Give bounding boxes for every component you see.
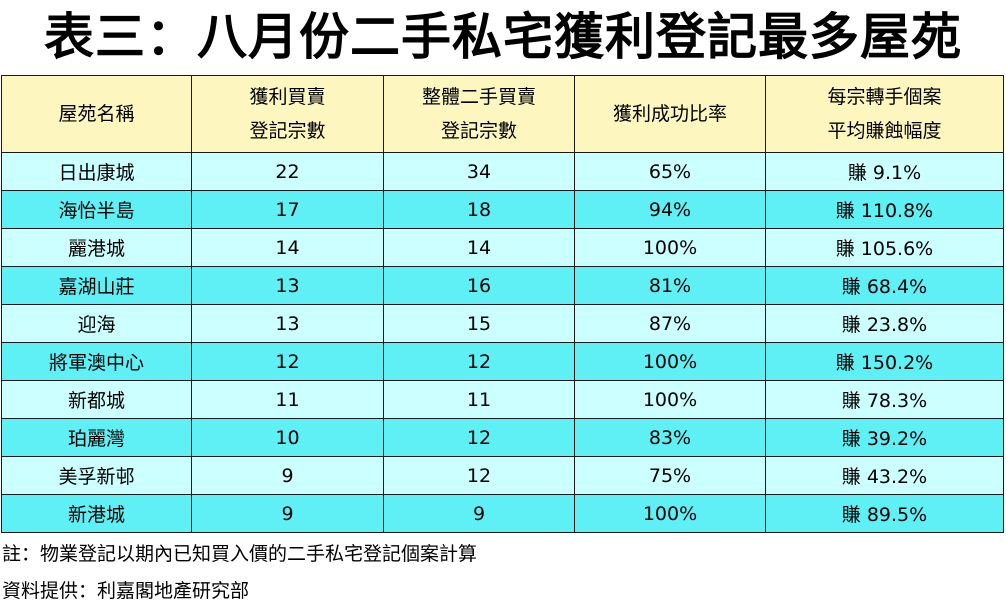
cell-total-transactions: 34	[383, 152, 575, 191]
cell-profit-ratio: 100%	[574, 380, 766, 419]
cell-average-gain: 賺 9.1%	[765, 152, 1004, 191]
cell-profit-ratio: 75%	[574, 456, 766, 495]
cell-profit-transactions: 9	[191, 494, 384, 533]
cell-estate-name: 珀麗灣	[1, 418, 192, 457]
cell-estate-name: 將軍澳中心	[1, 342, 192, 381]
cell-profit-transactions: 14	[191, 228, 384, 267]
cell-estate-name: 日出康城	[1, 152, 192, 191]
cell-total-transactions: 11	[383, 380, 575, 419]
cell-average-gain: 賺 68.4%	[765, 266, 1004, 305]
cell-average-gain: 賺 78.3%	[765, 380, 1004, 419]
cell-profit-ratio: 81%	[574, 266, 766, 305]
cell-average-gain: 賺 43.2%	[765, 456, 1004, 495]
cell-profit-transactions: 12	[191, 342, 384, 381]
cell-profit-ratio: 94%	[574, 190, 766, 229]
cell-average-gain: 賺 89.5%	[765, 494, 1004, 533]
table-row: 日出康城 22 34 65% 賺 9.1%	[1, 152, 1004, 191]
cell-profit-ratio: 83%	[574, 418, 766, 457]
header-profit-ratio: 獲利成功比率	[574, 75, 766, 153]
table-row: 將軍澳中心 12 12 100% 賺 150.2%	[1, 342, 1004, 381]
cell-profit-transactions: 22	[191, 152, 384, 191]
cell-profit-transactions: 17	[191, 190, 384, 229]
table-row: 新都城 11 11 100% 賺 78.3%	[1, 380, 1004, 419]
table-header-row: 屋苑名稱 獲利買賣 登記宗數 整體二手買賣 登記宗數 獲利成功比率 每宗轉手個案…	[1, 75, 1004, 153]
header-profit-transactions: 獲利買賣 登記宗數	[191, 75, 384, 153]
cell-profit-ratio: 87%	[574, 304, 766, 343]
cell-profit-transactions: 11	[191, 380, 384, 419]
cell-average-gain: 賺 39.2%	[765, 418, 1004, 457]
cell-estate-name: 迎海	[1, 304, 192, 343]
table-row: 海怡半島 17 18 94% 賺 110.8%	[1, 190, 1004, 229]
cell-estate-name: 麗港城	[1, 228, 192, 267]
cell-total-transactions: 9	[383, 494, 575, 533]
cell-profit-ratio: 100%	[574, 228, 766, 267]
cell-average-gain: 賺 105.6%	[765, 228, 1004, 267]
header-total-transactions: 整體二手買賣 登記宗數	[383, 75, 575, 153]
cell-estate-name: 嘉湖山莊	[1, 266, 192, 305]
cell-average-gain: 賺 110.8%	[765, 190, 1004, 229]
cell-profit-ratio: 100%	[574, 342, 766, 381]
cell-total-transactions: 15	[383, 304, 575, 343]
cell-profit-transactions: 13	[191, 266, 384, 305]
footnote: 註：物業登記以期內已知買入價的二手私宅登記個案計算	[2, 543, 478, 565]
cell-profit-transactions: 13	[191, 304, 384, 343]
cell-total-transactions: 14	[383, 228, 575, 267]
table-row: 美孚新邨 9 12 75% 賺 43.2%	[1, 456, 1004, 495]
cell-average-gain: 賺 150.2%	[765, 342, 1004, 381]
table-row: 嘉湖山莊 13 16 81% 賺 68.4%	[1, 266, 1004, 305]
cell-profit-transactions: 10	[191, 418, 384, 457]
cell-total-transactions: 18	[383, 190, 575, 229]
cell-total-transactions: 12	[383, 342, 575, 381]
table-row: 新港城 9 9 100% 賺 89.5%	[1, 494, 1004, 533]
source-credit: 資料提供：利嘉閣地產研究部	[2, 580, 250, 602]
table-row: 迎海 13 15 87% 賺 23.8%	[1, 304, 1004, 343]
table-row: 麗港城 14 14 100% 賺 105.6%	[1, 228, 1004, 267]
data-table: 屋苑名稱 獲利買賣 登記宗數 整體二手買賣 登記宗數 獲利成功比率 每宗轉手個案…	[1, 75, 1004, 533]
page-title: 表三：八月份二手私宅獲利登記最多屋苑	[44, 8, 962, 66]
cell-estate-name: 美孚新邨	[1, 456, 192, 495]
cell-total-transactions: 16	[383, 266, 575, 305]
header-average-gain: 每宗轉手個案 平均賺蝕幅度	[765, 75, 1004, 153]
cell-total-transactions: 12	[383, 418, 575, 457]
cell-estate-name: 海怡半島	[1, 190, 192, 229]
header-estate-name: 屋苑名稱	[1, 75, 192, 153]
cell-total-transactions: 12	[383, 456, 575, 495]
cell-profit-ratio: 100%	[574, 494, 766, 533]
table-row: 珀麗灣 10 12 83% 賺 39.2%	[1, 418, 1004, 457]
cell-estate-name: 新都城	[1, 380, 192, 419]
cell-profit-transactions: 9	[191, 456, 384, 495]
cell-estate-name: 新港城	[1, 494, 192, 533]
cell-profit-ratio: 65%	[574, 152, 766, 191]
cell-average-gain: 賺 23.8%	[765, 304, 1004, 343]
